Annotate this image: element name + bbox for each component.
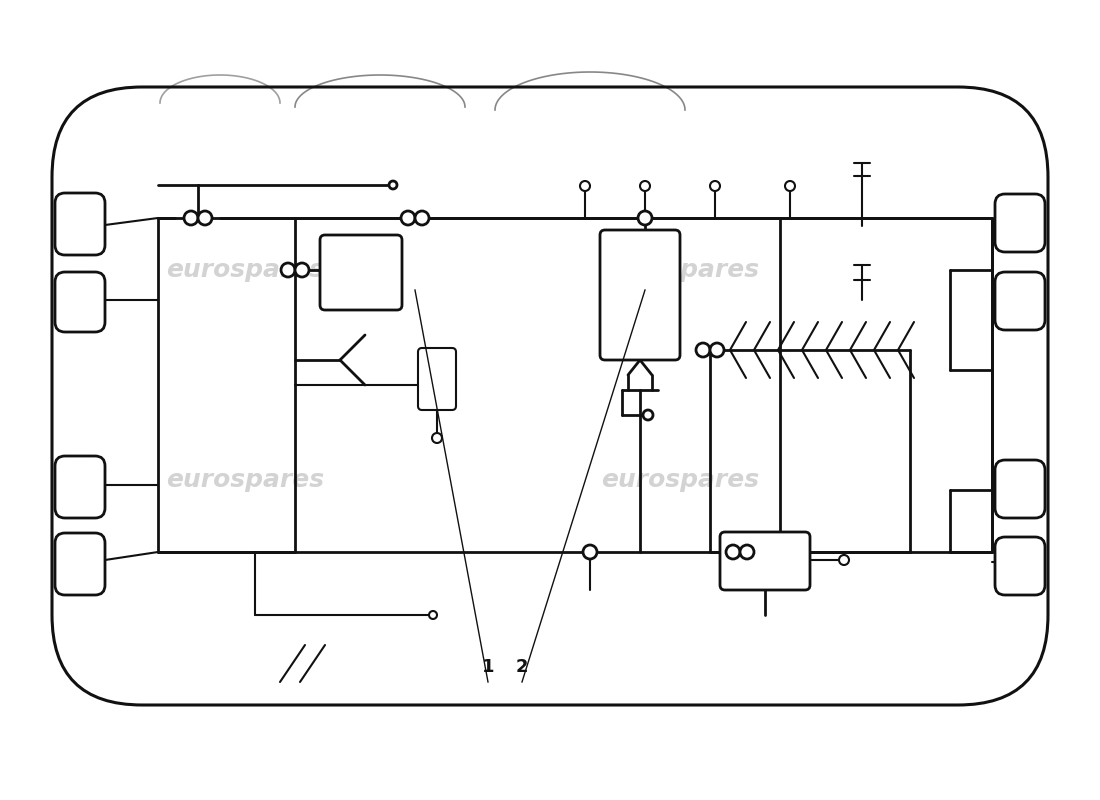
Circle shape xyxy=(710,343,724,357)
Text: eurospares: eurospares xyxy=(166,468,324,492)
FancyBboxPatch shape xyxy=(720,532,810,590)
Circle shape xyxy=(389,181,397,189)
Text: eurospares: eurospares xyxy=(601,258,759,282)
Text: eurospares: eurospares xyxy=(601,468,759,492)
FancyBboxPatch shape xyxy=(996,272,1045,330)
Circle shape xyxy=(710,181,720,191)
Circle shape xyxy=(583,545,597,559)
Circle shape xyxy=(696,343,710,357)
FancyBboxPatch shape xyxy=(996,194,1045,252)
Text: 2: 2 xyxy=(516,658,528,676)
FancyBboxPatch shape xyxy=(55,533,104,595)
Circle shape xyxy=(839,555,849,565)
Circle shape xyxy=(429,611,437,619)
FancyBboxPatch shape xyxy=(600,230,680,360)
FancyBboxPatch shape xyxy=(55,193,104,255)
FancyBboxPatch shape xyxy=(55,272,104,332)
FancyBboxPatch shape xyxy=(996,460,1045,518)
Circle shape xyxy=(198,211,212,225)
Circle shape xyxy=(295,263,309,277)
Circle shape xyxy=(740,545,754,559)
Circle shape xyxy=(280,263,295,277)
Circle shape xyxy=(726,545,740,559)
Text: eurospares: eurospares xyxy=(166,258,324,282)
Circle shape xyxy=(785,181,795,191)
FancyBboxPatch shape xyxy=(996,537,1045,595)
Circle shape xyxy=(580,181,590,191)
Text: 1: 1 xyxy=(482,658,494,676)
Circle shape xyxy=(638,211,652,225)
FancyBboxPatch shape xyxy=(55,456,104,518)
Circle shape xyxy=(415,211,429,225)
Circle shape xyxy=(644,410,653,420)
Circle shape xyxy=(640,181,650,191)
Circle shape xyxy=(432,433,442,443)
Circle shape xyxy=(184,211,198,225)
Circle shape xyxy=(402,211,415,225)
FancyBboxPatch shape xyxy=(52,87,1048,705)
FancyBboxPatch shape xyxy=(418,348,456,410)
FancyBboxPatch shape xyxy=(320,235,402,310)
